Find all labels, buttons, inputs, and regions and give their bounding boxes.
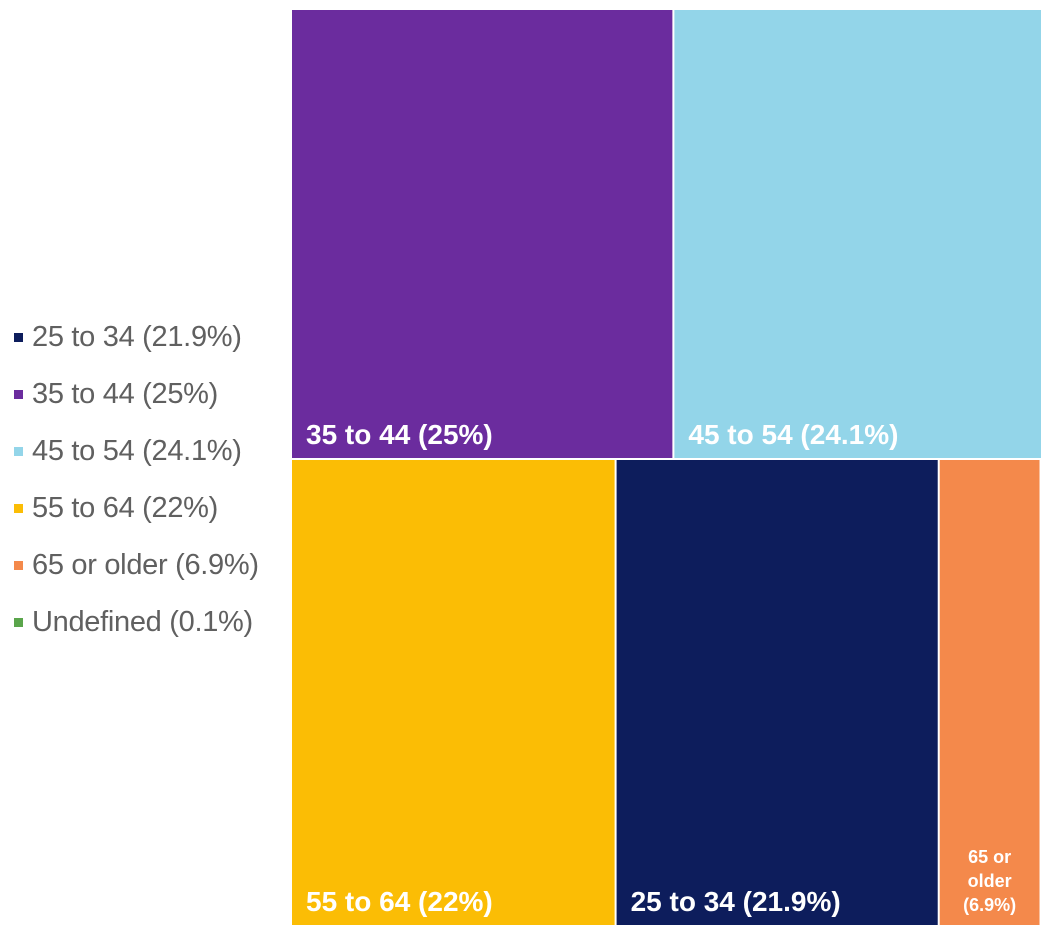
treemap-cell-65-or-older[interactable]: 65 or older (6.9%) bbox=[939, 460, 1040, 925]
treemap-label-65-or-older: 65 or older (6.9%) bbox=[963, 847, 1016, 915]
legend-item-35-to-44[interactable]: 35 to 44 (25%) bbox=[14, 366, 259, 423]
chart-legend: 25 to 34 (21.9%) 35 to 44 (25%) 45 to 54 (… bbox=[14, 309, 259, 651]
legend-label: 25 to 34 (21.9%) bbox=[32, 321, 242, 353]
legend-swatch bbox=[14, 618, 23, 627]
treemap-cell-55-to-64[interactable]: 55 to 64 (22%) bbox=[292, 460, 615, 925]
legend-label: Undefined (0.1%) bbox=[32, 606, 253, 638]
treemap-label-35-to-44: 35 to 44 (25%) bbox=[306, 419, 493, 450]
treemap-rect-35-to-44[interactable] bbox=[292, 10, 673, 458]
legend-label: 35 to 44 (25%) bbox=[32, 378, 219, 410]
legend-label: 55 to 64 (22%) bbox=[32, 492, 219, 524]
treemap-label-45-to-54: 45 to 54 (24.1%) bbox=[688, 419, 898, 450]
legend-swatch bbox=[14, 390, 23, 399]
legend-item-45-to-54[interactable]: 45 to 54 (24.1%) bbox=[14, 423, 259, 480]
legend-item-25-to-34[interactable]: 25 to 34 (21.9%) bbox=[14, 309, 259, 366]
treemap-rect-65-or-older[interactable] bbox=[939, 460, 1040, 925]
treemap-cell-45-to-54[interactable]: 45 to 54 (24.1%) bbox=[674, 10, 1041, 458]
treemap-rect-55-to-64[interactable] bbox=[292, 460, 615, 925]
legend-item-55-to-64[interactable]: 55 to 64 (22%) bbox=[14, 480, 259, 537]
treemap-rect-45-to-54[interactable] bbox=[674, 10, 1041, 458]
legend-swatch bbox=[14, 447, 23, 456]
legend-label: 45 to 54 (24.1%) bbox=[32, 435, 242, 467]
treemap-cell-35-to-44[interactable]: 35 to 44 (25%) bbox=[292, 10, 673, 458]
legend-item-65-or-older[interactable]: 65 or older (6.9%) bbox=[14, 537, 259, 594]
treemap-cell-25-to-34[interactable]: 25 to 34 (21.9%) bbox=[616, 460, 938, 925]
treemap-rect-25-to-34[interactable] bbox=[616, 460, 938, 925]
legend-item-undefined[interactable]: Undefined (0.1%) bbox=[14, 594, 259, 651]
legend-swatch bbox=[14, 561, 23, 570]
legend-swatch bbox=[14, 333, 23, 342]
treemap-label-25-to-34: 25 to 34 (21.9%) bbox=[631, 886, 841, 917]
legend-label: 65 or older (6.9%) bbox=[32, 549, 259, 581]
legend-swatch bbox=[14, 504, 23, 513]
treemap-label-55-to-64: 55 to 64 (22%) bbox=[306, 886, 493, 917]
